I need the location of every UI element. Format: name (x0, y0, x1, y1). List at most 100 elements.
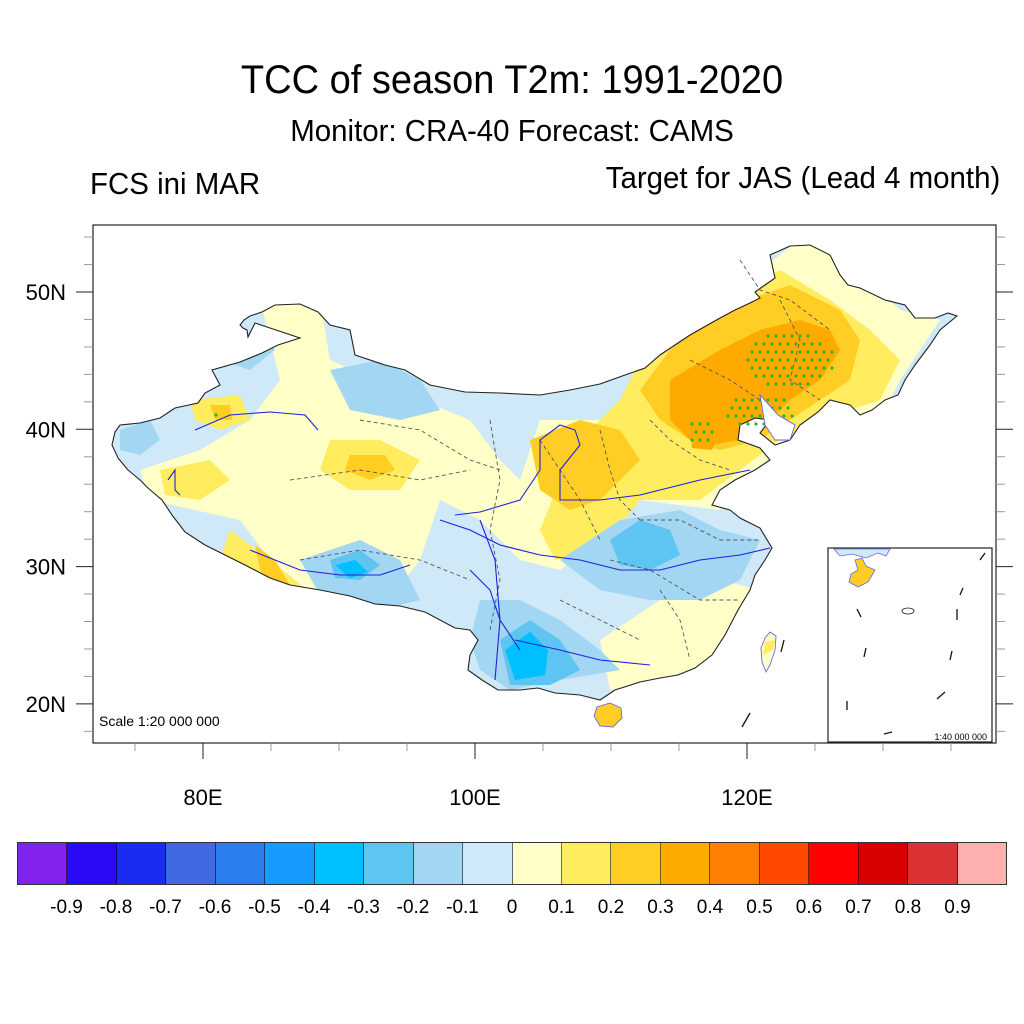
nine-dash-segment (741, 712, 751, 728)
significance-dot (818, 358, 822, 362)
river (167, 468, 181, 496)
province-boundary (289, 469, 471, 481)
river (514, 639, 651, 666)
colorbar-tick-label: -0.4 (297, 897, 331, 918)
significance-dot (746, 358, 750, 362)
colorbar-tick-label: 0.9 (944, 897, 971, 918)
significance-dot (794, 358, 798, 362)
bohai-sea (759, 393, 796, 441)
significance-dot (754, 342, 758, 346)
significance-dot (798, 382, 802, 386)
significance-dot (802, 342, 806, 346)
province-boundary (359, 419, 501, 471)
contour-band (160, 460, 230, 500)
significance-dot (730, 406, 734, 410)
colorbar-swatch (413, 843, 464, 884)
significance-dot (750, 350, 754, 354)
river (439, 519, 771, 571)
river (194, 411, 319, 431)
province-boundary (559, 599, 641, 641)
colorbar-swatch (67, 843, 117, 884)
province-boundary (299, 549, 471, 581)
significance-dot (766, 382, 770, 386)
colorbar-tick-label: 0.3 (647, 897, 674, 918)
significance-dot (830, 366, 834, 370)
contour-band (600, 580, 760, 690)
significance-dot (706, 422, 710, 426)
significance-dot (774, 350, 778, 354)
colorbar-swatch (512, 843, 562, 884)
lat-tick-label: 40N (26, 417, 66, 442)
colorbar-swatch (561, 843, 612, 884)
inset-hainan (848, 557, 876, 588)
significance-dot (790, 334, 794, 338)
significance-dot (774, 398, 778, 402)
colorbar-swatch (611, 843, 661, 884)
colorbar-tick-label: -0.1 (446, 897, 479, 918)
south-china-sea-inset: 1:40 000 000 (827, 547, 993, 743)
significance-dot (750, 366, 754, 370)
significance-dot (790, 382, 794, 386)
contour-band (255, 545, 290, 590)
significance-dot (750, 414, 754, 418)
significance-dot (690, 438, 694, 442)
significance-dot (830, 350, 834, 354)
colorbar-tick-label: -0.5 (248, 897, 281, 918)
province-boundary (599, 429, 641, 521)
significance-dot (754, 406, 758, 410)
significance-dot (778, 342, 782, 346)
lon-tick-label: 100E (449, 785, 500, 810)
significance-dot (798, 366, 802, 370)
colorbar-swatch (957, 843, 1007, 884)
significance-dot (802, 358, 806, 362)
significance-dot (806, 334, 810, 338)
significance-dot (738, 406, 742, 410)
taiwan-north-band (763, 640, 775, 655)
significance-dot (774, 334, 778, 338)
lon-tick-label: 80E (183, 785, 222, 810)
colorbar-swatch (908, 843, 958, 884)
province-boundary (539, 439, 601, 541)
colorbar-tick-label: 0.1 (548, 897, 575, 918)
significance-dot (782, 398, 786, 402)
significance-dot (822, 350, 826, 354)
significance-dot (698, 422, 702, 426)
significance-dot (790, 366, 794, 370)
significance-dot (826, 358, 830, 362)
significance-dot (818, 374, 822, 378)
significance-dot (750, 398, 754, 402)
colorbar-tick-label: -0.9 (50, 897, 83, 918)
colorbar-tick-label: 0.4 (696, 897, 724, 918)
significance-dot (806, 382, 810, 386)
contour-band (610, 520, 680, 570)
significance-dot (782, 334, 786, 338)
river (469, 569, 521, 651)
colorbar-tick-label: -0.3 (347, 897, 380, 918)
contour-band (530, 420, 640, 510)
significance-dot (814, 350, 818, 354)
colorbar-swatch (265, 843, 315, 884)
province-boundary (739, 259, 831, 331)
contour-band (330, 360, 440, 420)
inset-coast (833, 548, 891, 559)
contour-band (120, 420, 160, 455)
colorbar-tick-label: -0.2 (396, 897, 430, 918)
hainan-island (593, 702, 623, 728)
significance-dot (818, 342, 822, 346)
nine-dash-segment (780, 639, 785, 653)
significance-dot (746, 406, 750, 410)
significance-dot (778, 358, 782, 362)
province-boundaries (289, 259, 831, 661)
colorbar-swatch (463, 843, 513, 884)
significance-dot (806, 350, 810, 354)
significance-dot (798, 350, 802, 354)
significance-dot (734, 398, 738, 402)
significance-dot (762, 342, 766, 346)
significance-dot (738, 422, 742, 426)
lat-tick-label: 50N (26, 280, 66, 305)
significance-dot (694, 430, 698, 434)
chart-title: TCC of season T2m: 1991-2020 (240, 58, 784, 102)
significance-dot (782, 414, 786, 418)
islands (593, 393, 796, 728)
